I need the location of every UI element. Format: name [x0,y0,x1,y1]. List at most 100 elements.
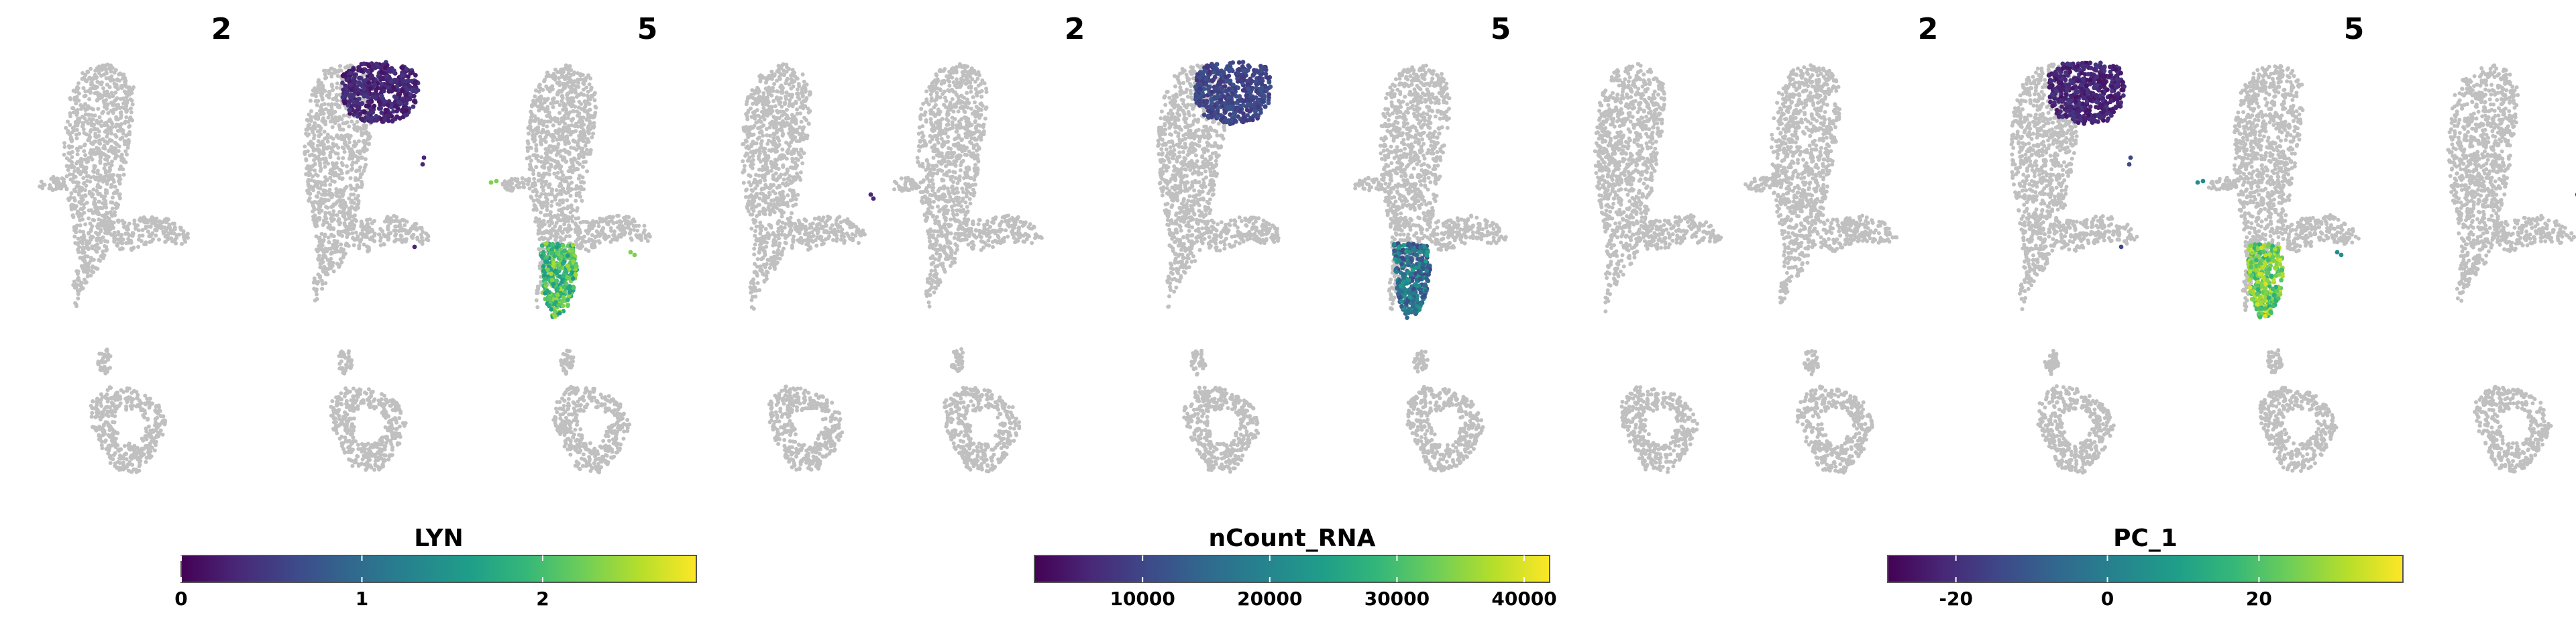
background-cell [81,205,86,210]
background-cell [639,233,643,238]
background-cell [528,120,533,125]
background-cell [113,407,118,412]
background-cell [567,392,572,396]
background-cell [584,85,589,90]
background-cell [166,234,170,238]
background-cell [592,98,597,103]
background-cell [107,354,111,359]
background-cell [342,221,347,225]
background-cell [311,209,315,214]
background-cell [320,193,325,197]
background-cell [569,101,574,105]
background-cell [397,416,402,421]
background-cell [535,305,540,309]
background-cell [341,163,345,168]
background-cell [84,119,89,123]
background-cell [313,86,317,91]
background-cell [339,367,344,372]
background-cell [581,160,586,164]
background-cell [74,303,78,307]
background-cell [356,391,360,396]
background-cell [121,72,126,77]
background-cell [345,390,350,395]
background-cell [557,203,562,207]
background-cell [563,439,568,443]
background-cell [741,159,745,164]
background-cell [329,256,333,261]
background-cell [604,453,608,458]
background-cell [115,77,120,82]
background-cell [352,123,357,127]
background-cell [386,428,390,433]
background-cell [603,409,608,414]
background-cell [347,231,351,236]
background-cell [356,205,360,210]
background-cell [393,233,397,238]
background-cell [593,464,598,469]
background-cell [101,72,106,77]
background-cell [566,407,570,412]
background-cell [356,404,360,409]
background-cell [581,394,586,399]
background-cell [105,211,110,215]
background-cell [551,123,555,127]
background-cell [578,195,582,199]
background-cell [335,262,339,266]
background-cell [317,216,322,220]
background-cell [85,246,90,250]
background-cell [555,92,559,97]
background-cell [149,233,154,237]
background-cell [350,199,354,203]
background-cell [125,224,130,229]
background-cell [109,128,113,133]
background-cell [76,91,81,96]
background-cell [562,444,567,449]
background-cell [326,161,330,166]
background-cell [121,456,126,461]
background-cell [109,120,114,125]
background-cell [90,157,95,162]
background-cell [121,466,125,470]
background-cell [87,216,91,221]
background-cell [91,399,95,403]
background-cell [117,461,122,465]
background-cell [632,227,637,232]
background-cell [86,265,91,270]
background-cell [89,106,94,111]
background-cell [549,74,554,78]
background-cell [578,403,582,408]
background-cell [66,144,71,148]
background-cell [350,119,354,124]
background-cell [70,150,74,154]
background-cell [554,407,558,411]
background-cell [317,158,322,163]
background-cell [337,123,341,127]
background-cell [794,202,798,207]
background-cell [95,399,99,404]
background-cell [91,217,95,222]
background-cell [103,140,108,144]
background-cell [105,107,109,111]
background-cell [349,417,354,421]
background-cell [788,198,793,203]
background-cell [527,131,531,136]
background-cell [618,412,623,417]
background-cell [153,441,157,445]
background-cell [127,386,131,391]
background-cell [560,133,565,138]
background-cell [557,121,561,126]
background-cell [137,468,142,473]
background-cell [330,178,335,183]
background-cell [71,110,76,115]
background-cell [311,164,315,168]
background-cell [572,401,577,406]
background-cell [536,125,541,130]
background-cell [527,145,532,150]
background-cell [314,94,318,99]
background-cell [144,402,148,407]
background-cell [552,213,557,218]
background-cell [329,74,334,78]
background-cell [351,394,356,398]
background-cell [86,156,91,160]
background-cell [533,94,537,99]
